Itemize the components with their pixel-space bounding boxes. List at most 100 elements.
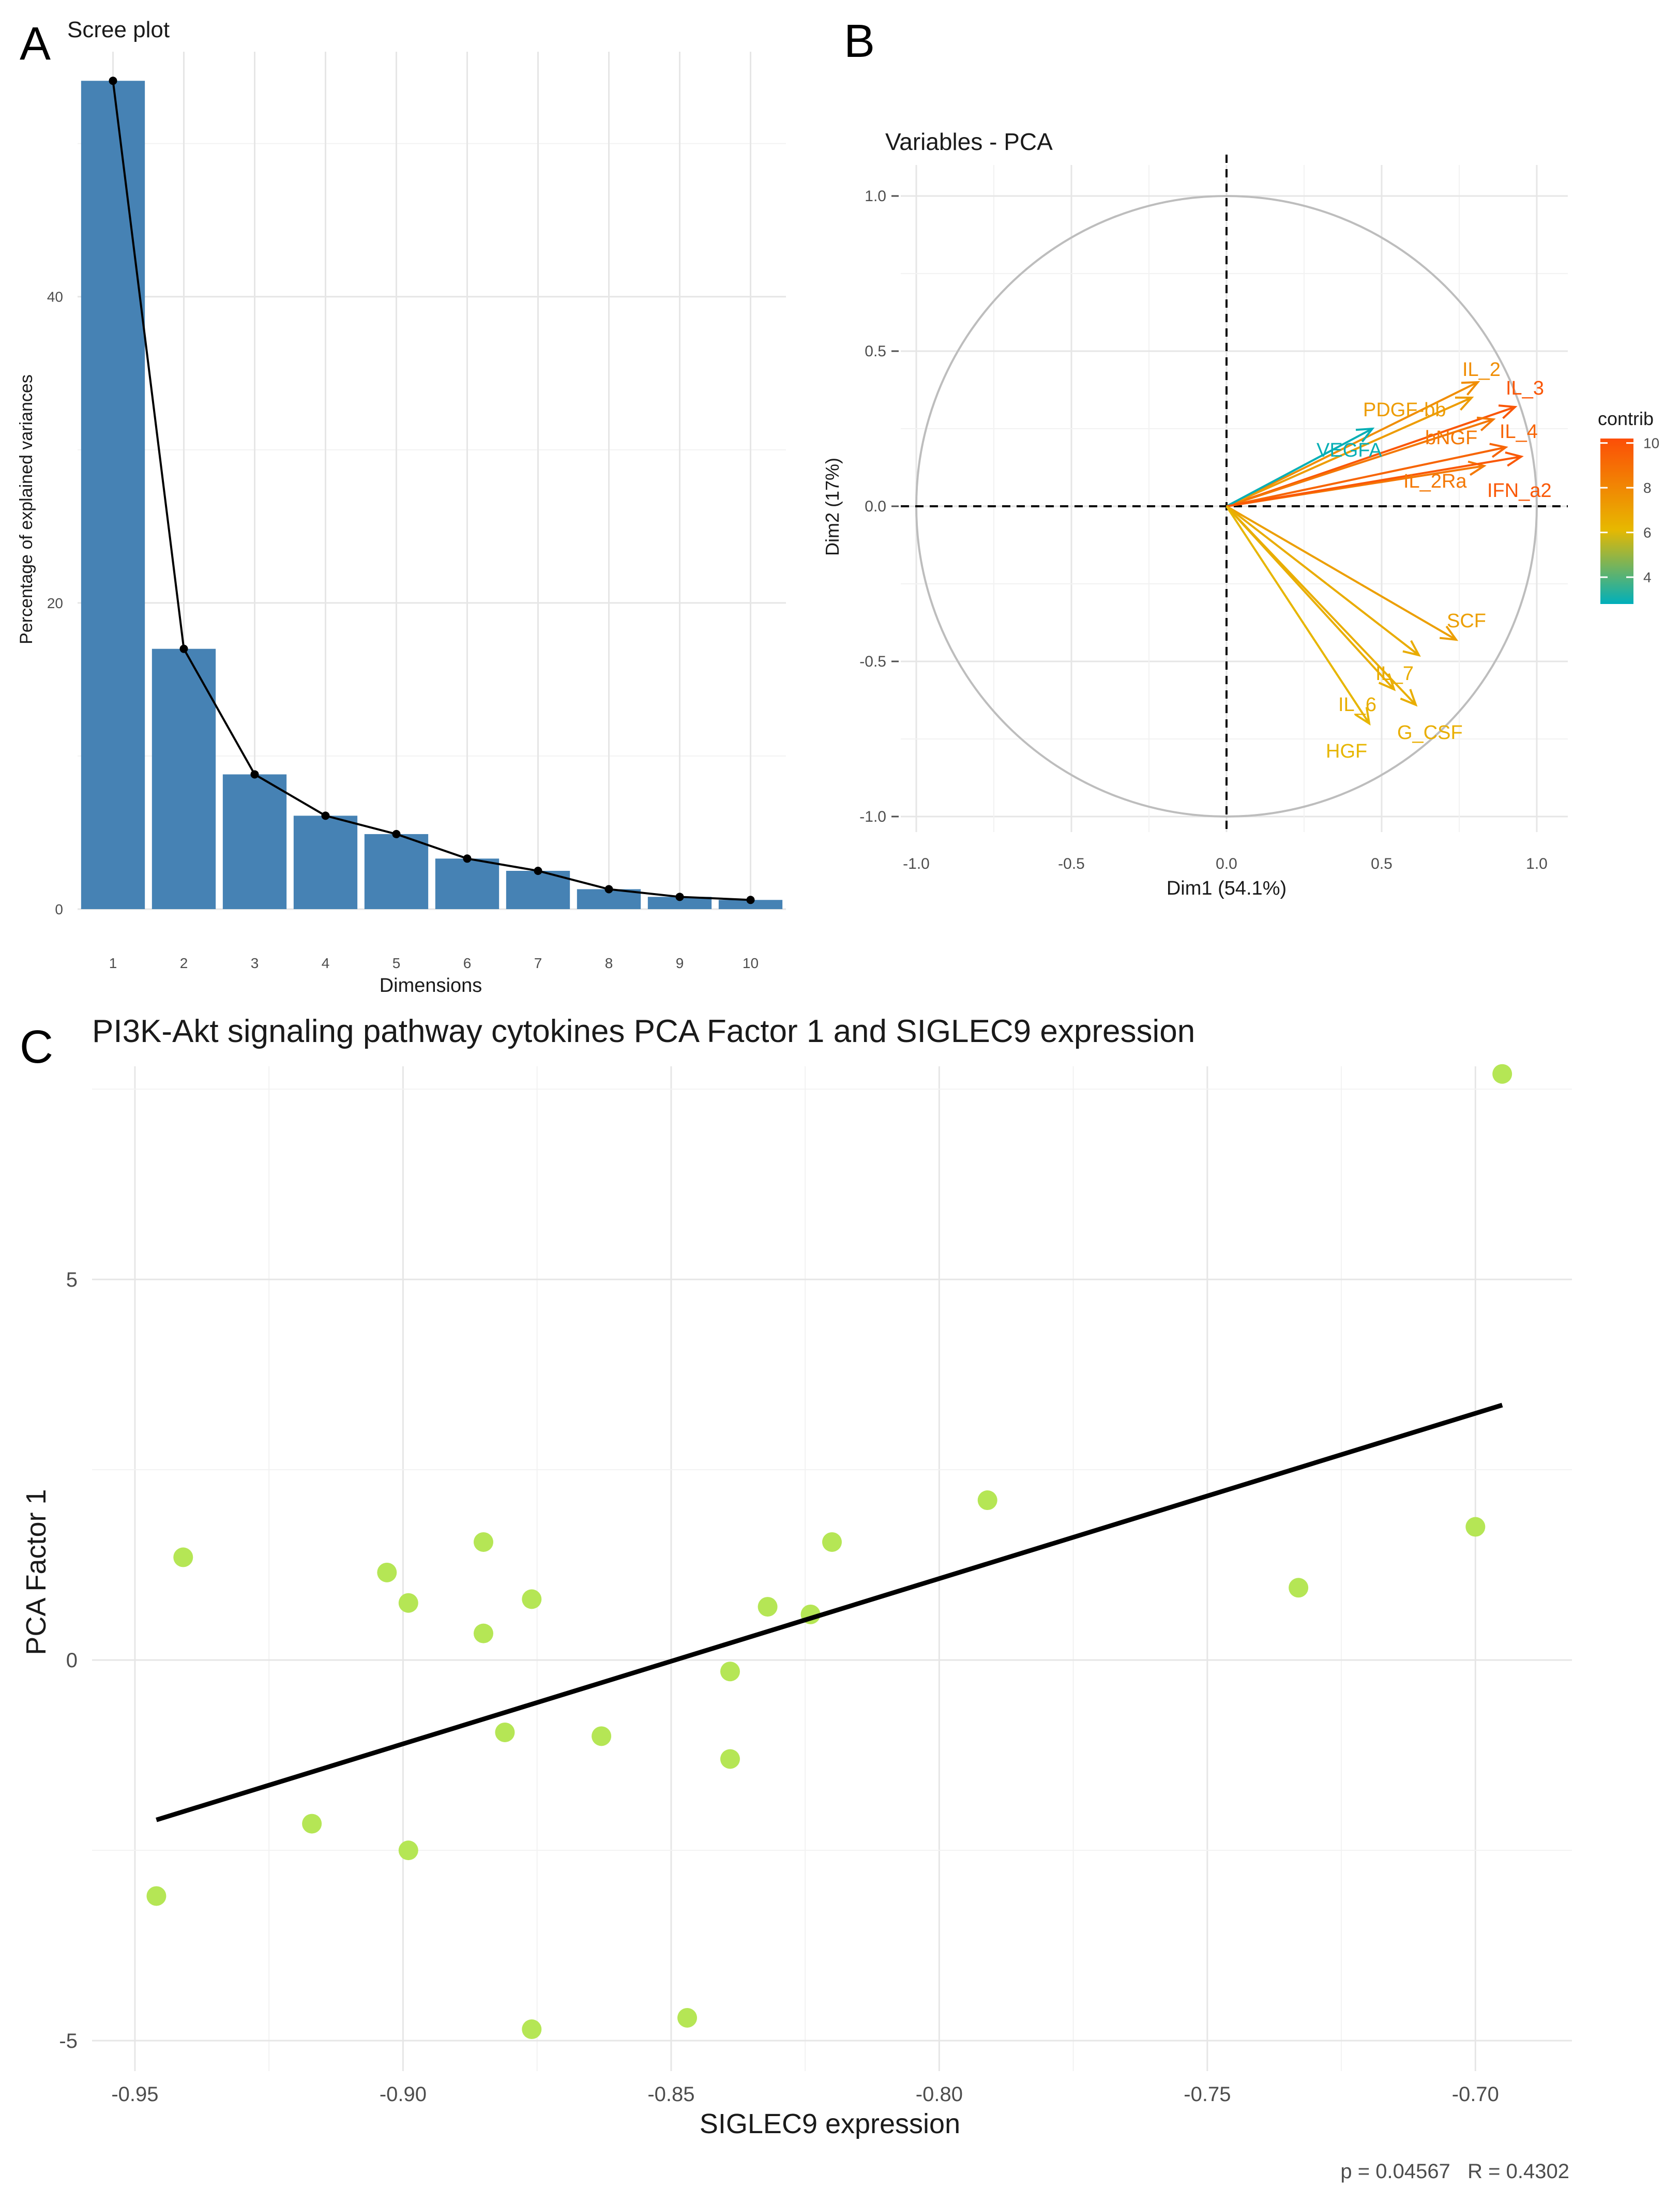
scatter-xlabel: SIGLEC9 expression (700, 2108, 960, 2139)
scree-ytick-label: 20 (47, 595, 63, 611)
arrow-vegfa (1226, 428, 1373, 507)
variable-label: IL_2Ra (1403, 471, 1467, 492)
scree-point (534, 866, 542, 875)
arrow-il_7 (1225, 505, 1420, 656)
scatter-ytick-label: 0 (66, 1649, 78, 1672)
pca-xtick-label: 1.0 (1526, 855, 1548, 872)
scree-xtick-label: 3 (251, 955, 259, 971)
data-point (977, 1490, 997, 1511)
scatter-xtick-label: -0.90 (380, 2083, 427, 2106)
legend-tick-label: 4 (1643, 569, 1652, 585)
scree-xtick-label: 10 (743, 955, 759, 971)
regression-line (156, 1402, 1503, 1822)
scree-point (746, 896, 755, 904)
scree-point (604, 885, 613, 894)
scree-ylabel: Percentage of explained variances (17, 374, 36, 644)
pca-xtick-label: 0.5 (1371, 855, 1393, 872)
arrowhead-pdgf_bb (1455, 396, 1474, 411)
scree-point (109, 77, 117, 85)
data-point (302, 1814, 322, 1834)
scree-xtick-label: 9 (676, 955, 684, 971)
variable-label: IFN_a2 (1487, 480, 1552, 502)
data-point (677, 2007, 698, 2028)
data-point (720, 1662, 740, 1682)
stats-annotation: p = 0.04567 R = 0.4302 (1340, 2160, 1569, 2183)
scree-ytick-label: 40 (47, 289, 63, 305)
arrow-hgf (1225, 505, 1370, 724)
variable-label: SCF (1447, 610, 1486, 632)
variable-label: IL_3 (1506, 378, 1544, 399)
variable-label: VEGFA (1316, 440, 1382, 461)
scree-xtick-label: 1 (109, 955, 117, 971)
arrowhead-vegfa (1355, 427, 1375, 443)
arrow-g_csf (1225, 505, 1417, 706)
scree-point (675, 893, 684, 901)
data-point (592, 1726, 612, 1746)
scatter-ytick-label: 5 (66, 1269, 78, 1291)
scree-bar (364, 834, 429, 909)
arrow-scf (1225, 505, 1457, 641)
arrowhead-il_3 (1498, 404, 1518, 419)
pca-ytick-label: -1.0 (859, 808, 886, 825)
scree-bar (435, 858, 500, 909)
scatter-xtick-label: -0.75 (1184, 2083, 1231, 2106)
data-point (398, 1593, 418, 1613)
pca-ytick-label: -0.5 (859, 653, 886, 670)
scree-bar (222, 774, 287, 909)
arrowhead-hgf (1354, 707, 1371, 726)
scree-bar (152, 648, 216, 909)
scree-point (392, 829, 401, 838)
data-point (146, 1886, 167, 1906)
scatter-xtick-label: -0.70 (1452, 2083, 1499, 2106)
pca-ytick-label: 1.0 (865, 188, 886, 205)
pca-xlabel: Dim1 (54.1%) (1167, 878, 1287, 899)
data-point (522, 1589, 542, 1609)
scatter-title: PI3K-Akt signaling pathway cytokines PCA… (92, 1014, 1195, 1049)
variable-label: G_CSF (1397, 722, 1463, 744)
scree-xtick-label: 7 (534, 955, 542, 971)
contrib-legend: contrib 4 6 8 10 (1598, 408, 1659, 604)
scatter-xtick-label: -0.80 (916, 2083, 963, 2106)
pca-ylabel: Dim2 (17%) (822, 458, 843, 556)
variable-label: IL_2 (1462, 359, 1501, 381)
arrow-ifn_a2 (1226, 456, 1522, 507)
pca-title: Variables - PCA (885, 128, 1053, 155)
scree-xtick-label: 5 (392, 955, 401, 971)
scree-bar (718, 900, 783, 909)
scree-plot: 0 20 40 1 2 3 4 5 6 7 8 9 10 Scree plot Dimensions P… (17, 17, 786, 997)
contrib-colorbar (1600, 439, 1633, 604)
data-point (758, 1597, 778, 1617)
scatter-ytick-label: -5 (59, 2030, 78, 2052)
variable-label: HGF (1326, 741, 1367, 762)
scree-point (321, 811, 330, 820)
arrowhead-g_csf (1400, 689, 1418, 707)
scree-xlabel: Dimensions (380, 975, 482, 997)
data-point (473, 1623, 493, 1643)
scatter-xtick-label: -0.95 (111, 2083, 158, 2106)
arrowhead-scf (1439, 625, 1459, 641)
scree-bar (293, 816, 358, 909)
arrow-bngf (1226, 418, 1494, 507)
variable-label: PDGF-bb (1363, 399, 1446, 421)
data-point (1465, 1517, 1486, 1537)
arrow-pdgf_bb (1226, 397, 1472, 507)
scree-title: Scree plot (67, 17, 170, 42)
panel-letter-a: A (20, 18, 51, 70)
contrib-legend-title: contrib (1598, 408, 1654, 429)
data-point (720, 1749, 740, 1769)
scree-point (463, 854, 472, 863)
data-point (377, 1562, 397, 1582)
variable-label: bNGF (1425, 427, 1477, 449)
scree-xtick-label: 8 (605, 955, 613, 971)
pca-xtick-label: -0.5 (1058, 855, 1085, 872)
legend-tick-label: 8 (1643, 480, 1652, 496)
arrowhead-ifn_a2 (1505, 451, 1524, 467)
panel-letter-c: C (20, 1021, 53, 1073)
arrowhead-il_2ra (1467, 460, 1487, 476)
data-point (495, 1722, 515, 1742)
variable-label: IL_6 (1338, 694, 1376, 716)
scree-bar (81, 81, 145, 910)
scree-point (179, 644, 188, 653)
arrowhead-il_2 (1461, 381, 1480, 396)
